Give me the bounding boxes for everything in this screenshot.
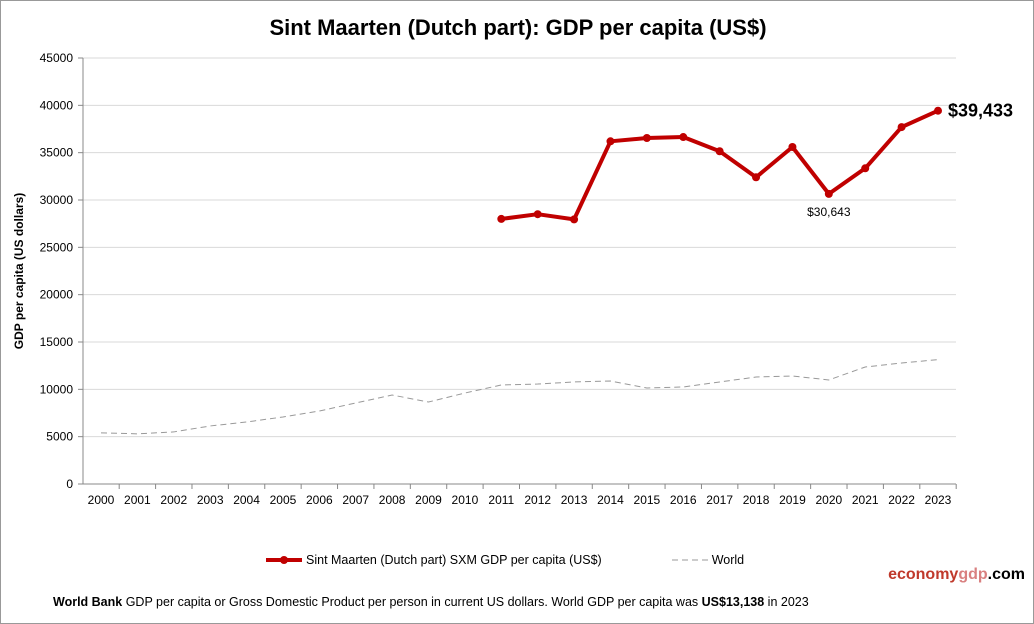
y-tick-label: 0 (66, 477, 73, 491)
annotation-min: $30,643 (807, 205, 851, 219)
line-chart: 0 5000 10000 15000 20000 25000 30000 35000 40000… (12, 51, 1013, 507)
x-tick-label: 2011 (488, 493, 514, 507)
x-tick-label: 2010 (452, 493, 479, 507)
y-tick-label: 30000 (40, 193, 74, 207)
data-point-sxm (570, 215, 579, 224)
series-line-world (100, 359, 939, 435)
data-point-sxm (715, 147, 724, 156)
legend-label-sxm: Sint Maarten (Dutch part) SXM GDP per ca… (306, 553, 602, 567)
data-point-sxm (497, 214, 506, 223)
x-tick-label: 2016 (670, 493, 697, 507)
legend: Sint Maarten (Dutch part) SXM GDP per ca… (266, 553, 814, 567)
x-tick-label: 2009 (415, 493, 442, 507)
x-tick-label: 2018 (743, 493, 770, 507)
data-point-sxm (788, 142, 797, 151)
data-point-sxm (533, 210, 542, 219)
x-tick-label: 2005 (270, 493, 297, 507)
series-line-sxm (501, 108, 939, 222)
x-tick-label: 2001 (124, 493, 151, 507)
y-tick-label: 10000 (40, 382, 74, 396)
x-tick-label: 2003 (197, 493, 224, 507)
legend-label-world: World (711, 553, 745, 567)
x-tick-label: 2015 (634, 493, 661, 507)
y-axis-label: GDP per capita (US dollars) (12, 193, 26, 350)
x-tick-label: 2013 (561, 493, 588, 507)
y-tick-label: 20000 (40, 288, 74, 302)
legend-item-sxm: Sint Maarten (Dutch part) SXM GDP per ca… (266, 553, 602, 567)
watermark-logo: economygdp.com (888, 566, 1025, 583)
data-point-sxm (897, 123, 906, 132)
legend-swatch-world (671, 559, 708, 561)
data-point-sxm (824, 189, 833, 198)
data-point-sxm (606, 137, 615, 146)
y-tick-label: 25000 (40, 240, 74, 254)
x-tick-label: 2017 (706, 493, 733, 507)
footer-note: World Bank GDP per capita or Gross Domes… (53, 595, 809, 609)
annotation-latest: $39,433 (948, 101, 1013, 121)
x-tick-label: 2008 (379, 493, 406, 507)
x-tick-label: 2004 (233, 493, 260, 507)
x-tick-label: 2014 (597, 493, 624, 507)
x-tick-label: 2012 (524, 493, 551, 507)
chart-title: Sint Maarten (Dutch part): GDP per capit… (269, 15, 767, 40)
x-tick-label: 2007 (342, 493, 369, 507)
data-point-sxm (679, 133, 688, 142)
y-tick-label: 45000 (40, 51, 74, 65)
x-tick-label: 2022 (888, 493, 915, 507)
x-tick-label: 2019 (779, 493, 806, 507)
x-tick-label: 2021 (852, 493, 879, 507)
x-tick-label: 2023 (925, 493, 952, 507)
legend-item-world: World (671, 553, 745, 567)
data-point-sxm (752, 173, 761, 182)
x-tick-label: 2020 (815, 493, 842, 507)
x-tick-label: 2000 (88, 493, 115, 507)
x-tick-label: 2002 (160, 493, 187, 507)
data-point-sxm (642, 133, 651, 142)
y-tick-label: 15000 (40, 335, 74, 349)
legend-swatch-sxm (266, 556, 302, 564)
data-point-sxm (861, 164, 870, 173)
y-tick-label: 35000 (40, 146, 74, 160)
y-tick-label: 5000 (46, 430, 73, 444)
data-point-sxm (934, 106, 942, 115)
y-tick-label: 40000 (40, 98, 74, 112)
x-tick-label: 2006 (306, 493, 333, 507)
